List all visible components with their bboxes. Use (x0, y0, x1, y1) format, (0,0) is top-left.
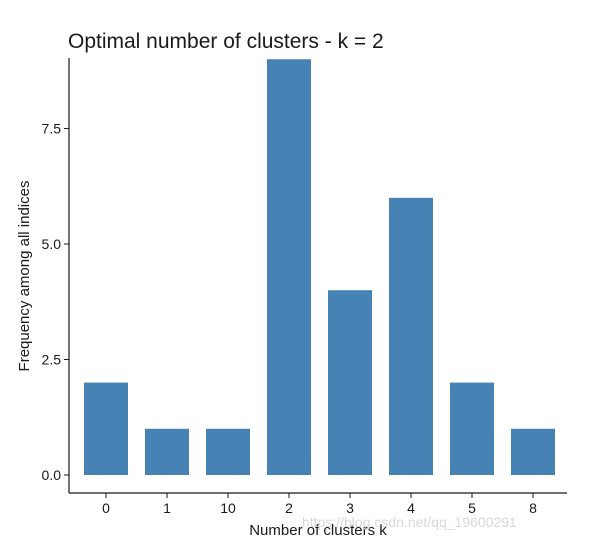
x-tick-label: 5 (468, 500, 476, 516)
x-tick-label: 3 (346, 500, 354, 516)
bar-4 (389, 197, 433, 475)
x-tick-label: 4 (407, 500, 415, 516)
bar-10 (206, 428, 250, 475)
bar-2 (267, 59, 311, 475)
chart-title: Optimal number of clusters - k = 2 (68, 30, 384, 53)
axes-layer: 0.0 2.5 5.0 7.5 0 1 10 2 3 4 5 8 (42, 58, 567, 516)
y-tick-label: 2.5 (42, 352, 62, 368)
x-tick-label: 1 (163, 500, 171, 516)
y-tick-label: 7.5 (42, 121, 62, 137)
bar-1 (145, 428, 189, 475)
bar-8 (511, 428, 555, 475)
bar-0 (84, 382, 128, 475)
x-tick-label: 10 (220, 500, 236, 516)
x-tick-label: 8 (529, 500, 537, 516)
x-axis-title: Number of clusters k (249, 522, 387, 539)
x-tick-label: 0 (102, 500, 110, 516)
watermark-text: https://blog.csdn.net/qq_19600291 (302, 514, 517, 530)
y-tick-label: 0.0 (42, 467, 62, 483)
x-tick-label: 2 (285, 500, 293, 516)
bar-5 (450, 382, 494, 475)
y-tick-label: 5.0 (42, 236, 62, 252)
bars-layer (84, 59, 555, 475)
bar-3 (328, 290, 372, 475)
y-axis-title: Frequency among all indices (16, 181, 33, 372)
